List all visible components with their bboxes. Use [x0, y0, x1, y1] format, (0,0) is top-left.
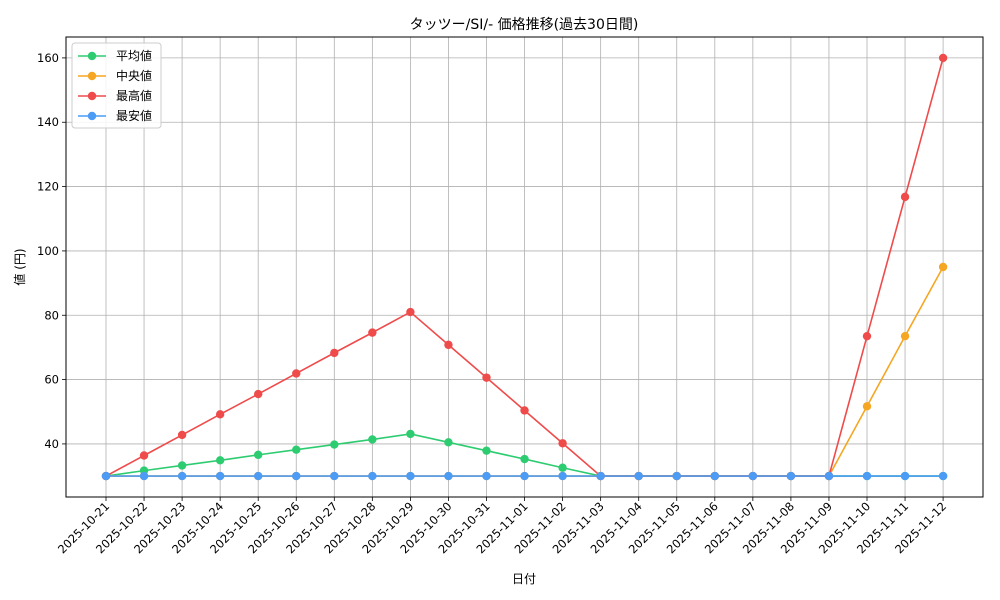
data-point	[177, 461, 187, 470]
data-point	[101, 471, 111, 481]
data-point	[824, 471, 834, 481]
data-point	[710, 471, 719, 481]
series-lines	[101, 53, 948, 481]
legend-item: 中央値	[78, 68, 152, 83]
data-point	[292, 369, 301, 378]
legend-marker	[87, 111, 97, 121]
data-point	[558, 471, 567, 481]
data-point	[177, 471, 187, 481]
legend-marker	[87, 51, 97, 61]
data-point	[672, 471, 681, 481]
data-point	[786, 471, 796, 481]
data-point	[215, 471, 225, 481]
legend-marker	[87, 91, 97, 101]
legend-item: 平均値	[78, 48, 152, 63]
data-point	[482, 446, 491, 455]
data-point	[406, 429, 415, 439]
x-axis-label: 日付	[512, 572, 536, 586]
data-point	[938, 262, 948, 272]
data-point	[254, 389, 263, 399]
data-point	[900, 471, 910, 481]
data-point	[482, 471, 491, 481]
data-point	[938, 471, 948, 481]
data-point	[139, 451, 149, 460]
data-point	[862, 471, 872, 481]
data-point	[215, 410, 225, 419]
data-point	[215, 456, 225, 465]
legend-label: 最安値	[116, 108, 152, 123]
y-tick-label: 160	[37, 51, 59, 65]
data-point	[520, 406, 529, 415]
y-tick-label: 40	[44, 437, 59, 451]
data-point	[406, 307, 415, 317]
chart-title: タッツー/SI/- 価格推移(過去30日間)	[410, 17, 639, 33]
data-point	[558, 439, 567, 448]
data-point	[938, 53, 948, 63]
data-point	[330, 471, 339, 481]
y-tick-label: 140	[37, 115, 59, 129]
legend-item: 最高値	[78, 88, 152, 103]
legend-item: 最安値	[78, 108, 152, 123]
data-point	[139, 471, 149, 481]
data-point	[292, 471, 301, 481]
series-3	[101, 471, 948, 481]
legend-label: 中央値	[116, 68, 152, 83]
data-point	[406, 471, 415, 481]
data-point	[368, 471, 377, 481]
data-point	[444, 340, 453, 350]
data-point	[482, 373, 491, 382]
y-tick-label: 120	[37, 180, 59, 194]
data-point	[900, 331, 910, 341]
legend-box	[71, 42, 162, 129]
data-point	[900, 192, 910, 202]
data-point	[862, 331, 872, 341]
data-point	[444, 471, 453, 481]
data-point	[254, 450, 263, 460]
data-point	[558, 463, 567, 472]
y-axis-label: 値 (円)	[12, 248, 27, 285]
data-point	[596, 471, 605, 481]
data-point	[254, 471, 263, 481]
data-point	[520, 454, 529, 464]
data-point	[330, 440, 339, 449]
y-tick-label: 60	[44, 373, 59, 387]
data-point	[444, 438, 453, 447]
data-point	[862, 402, 872, 411]
y-tick-label: 100	[37, 244, 59, 258]
data-point	[368, 328, 377, 337]
data-point	[520, 471, 529, 481]
data-point	[177, 430, 187, 440]
data-point	[634, 471, 643, 481]
grid	[66, 37, 983, 497]
data-point	[292, 445, 301, 454]
y-tick-label: 80	[44, 308, 59, 322]
legend-label: 平均値	[116, 48, 152, 63]
legend-marker	[87, 71, 97, 81]
legend-label: 最高値	[116, 88, 152, 103]
data-point	[368, 435, 377, 444]
data-point	[748, 471, 758, 481]
data-point	[330, 348, 339, 358]
